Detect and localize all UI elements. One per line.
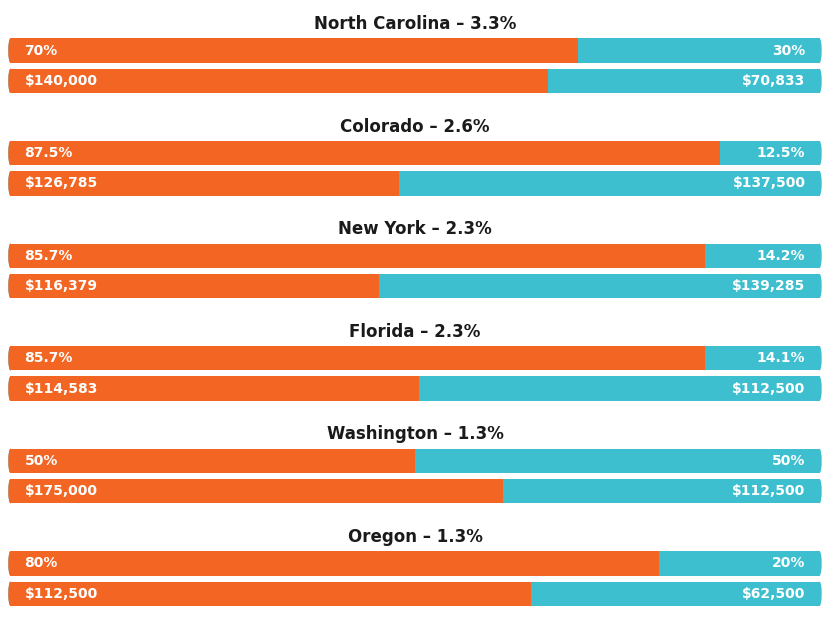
Circle shape [818, 244, 822, 268]
Text: 87.5%: 87.5% [25, 146, 73, 160]
Text: $137,500: $137,500 [732, 176, 805, 190]
Bar [11, 582, 531, 606]
Circle shape [8, 38, 12, 63]
Circle shape [818, 346, 822, 371]
Text: 80%: 80% [25, 556, 58, 570]
Text: 14.1%: 14.1% [757, 351, 805, 365]
Text: $139,285: $139,285 [732, 279, 805, 293]
Text: $112,500: $112,500 [732, 382, 805, 396]
Circle shape [8, 551, 12, 575]
Circle shape [8, 346, 12, 371]
Circle shape [8, 274, 12, 298]
Bar [11, 141, 819, 165]
Bar [11, 68, 549, 93]
Circle shape [818, 38, 822, 63]
Text: 50%: 50% [772, 454, 805, 468]
Circle shape [818, 68, 822, 93]
Bar [11, 479, 504, 503]
Text: Colorado – 2.6%: Colorado – 2.6% [340, 117, 490, 136]
Text: $116,379: $116,379 [25, 279, 98, 293]
Bar [11, 479, 819, 503]
Bar [11, 244, 705, 268]
Bar [11, 551, 659, 575]
Text: $140,000: $140,000 [25, 74, 98, 88]
Circle shape [8, 68, 12, 93]
Bar [11, 346, 819, 371]
Bar [11, 171, 398, 195]
Text: 30%: 30% [772, 43, 805, 58]
Circle shape [8, 141, 12, 165]
Circle shape [8, 582, 12, 606]
Bar [11, 449, 819, 473]
Text: $114,583: $114,583 [25, 382, 98, 396]
Text: Washington – 1.3%: Washington – 1.3% [326, 425, 504, 443]
Text: 14.2%: 14.2% [757, 249, 805, 263]
Bar [11, 171, 819, 195]
Circle shape [818, 551, 822, 575]
Circle shape [8, 376, 12, 401]
Text: New York – 2.3%: New York – 2.3% [338, 220, 492, 238]
Circle shape [818, 141, 822, 165]
Text: 20%: 20% [772, 556, 805, 570]
Circle shape [818, 274, 822, 298]
Circle shape [8, 274, 12, 298]
Text: Oregon – 1.3%: Oregon – 1.3% [348, 528, 482, 546]
Bar [11, 274, 378, 298]
Circle shape [8, 449, 12, 473]
Text: $175,000: $175,000 [25, 484, 98, 498]
Bar [11, 551, 819, 575]
Circle shape [818, 376, 822, 401]
Bar [11, 38, 578, 63]
Text: 85.7%: 85.7% [25, 351, 73, 365]
Text: $70,833: $70,833 [742, 74, 805, 88]
Bar [11, 68, 819, 93]
Circle shape [818, 449, 822, 473]
Bar [11, 376, 418, 401]
Bar [11, 141, 720, 165]
Circle shape [8, 449, 12, 473]
Circle shape [8, 68, 12, 93]
Circle shape [8, 141, 12, 165]
Circle shape [818, 171, 822, 195]
Circle shape [8, 171, 12, 195]
Circle shape [8, 551, 12, 575]
Text: North Carolina – 3.3%: North Carolina – 3.3% [314, 15, 516, 33]
Text: 70%: 70% [25, 43, 58, 58]
Circle shape [8, 582, 12, 606]
Circle shape [8, 346, 12, 371]
Circle shape [8, 479, 12, 503]
Bar [11, 38, 819, 63]
Bar [11, 449, 415, 473]
Bar [11, 582, 819, 606]
Circle shape [8, 171, 12, 195]
Text: 12.5%: 12.5% [757, 146, 805, 160]
Bar [11, 376, 819, 401]
Text: $112,500: $112,500 [25, 587, 98, 601]
Circle shape [8, 244, 12, 268]
Circle shape [8, 244, 12, 268]
Bar [11, 244, 819, 268]
Circle shape [8, 376, 12, 401]
Text: $62,500: $62,500 [742, 587, 805, 601]
Circle shape [818, 479, 822, 503]
Circle shape [8, 38, 12, 63]
Text: $112,500: $112,500 [732, 484, 805, 498]
Bar [11, 346, 705, 371]
Text: 50%: 50% [25, 454, 58, 468]
Circle shape [8, 479, 12, 503]
Text: 85.7%: 85.7% [25, 249, 73, 263]
Text: Florida – 2.3%: Florida – 2.3% [349, 323, 481, 341]
Text: $126,785: $126,785 [25, 176, 98, 190]
Bar [11, 274, 819, 298]
Circle shape [818, 582, 822, 606]
